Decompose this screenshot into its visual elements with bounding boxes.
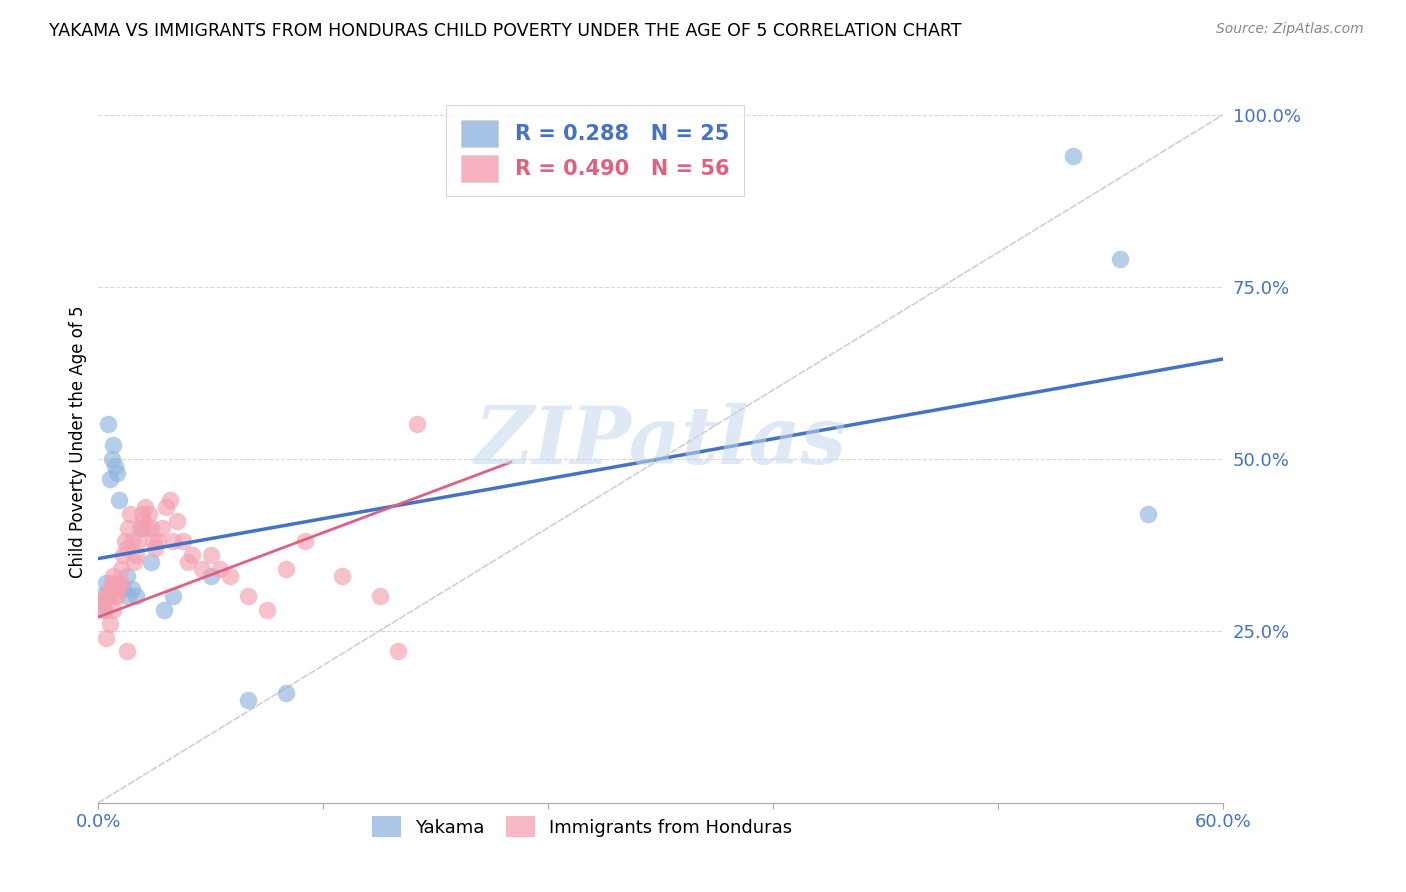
Point: [139, 520, 162, 534]
Point: [128, 520, 150, 534]
Point: [93, 603, 115, 617]
Point: [104, 590, 127, 604]
Point: [120, 507, 142, 521]
Point: [177, 555, 200, 569]
Y-axis label: Child Poverty Under the Age of 5: Child Poverty Under the Age of 5: [69, 305, 87, 578]
Point: [218, 568, 240, 582]
Point: [108, 575, 131, 590]
Point: [238, 692, 260, 706]
Point: [103, 568, 125, 582]
Text: YAKAMA VS IMMIGRANTS FROM HONDURAS CHILD POVERTY UNDER THE AGE OF 5 CORRELATION : YAKAMA VS IMMIGRANTS FROM HONDURAS CHILD…: [49, 22, 962, 40]
Point: [94, 631, 117, 645]
Legend: Yakama, Immigrants from Honduras: Yakama, Immigrants from Honduras: [364, 809, 800, 845]
Point: [98, 472, 121, 486]
Point: [121, 534, 143, 549]
Point: [136, 520, 159, 534]
Point: [155, 500, 177, 514]
Point: [162, 534, 184, 549]
Point: [98, 616, 121, 631]
Point: [125, 590, 148, 604]
Point: [100, 575, 122, 590]
Point: [97, 417, 120, 432]
Point: [98, 582, 121, 597]
Point: [138, 507, 160, 521]
Text: ZIPatlas: ZIPatlas: [475, 403, 846, 480]
Point: [134, 500, 156, 514]
Point: [274, 562, 297, 576]
Point: [108, 493, 131, 508]
Point: [127, 534, 149, 549]
Point: [121, 582, 143, 597]
Point: [125, 548, 148, 562]
Point: [117, 520, 139, 534]
Point: [200, 548, 222, 562]
Point: [131, 507, 153, 521]
Point: [181, 548, 204, 562]
Point: [1062, 149, 1084, 163]
Point: [368, 590, 391, 604]
Point: [111, 582, 134, 597]
Point: [114, 534, 136, 549]
Point: [166, 514, 188, 528]
Point: [238, 590, 260, 604]
Point: [162, 590, 184, 604]
Point: [159, 493, 181, 508]
Point: [105, 466, 128, 480]
Point: [142, 534, 165, 549]
Point: [110, 575, 132, 590]
Point: [387, 644, 409, 658]
Point: [150, 520, 173, 534]
Point: [105, 582, 128, 597]
Point: [100, 451, 122, 466]
Point: [274, 686, 297, 700]
Point: [190, 562, 212, 576]
Point: [139, 555, 162, 569]
Point: [91, 590, 114, 604]
Point: [103, 438, 125, 452]
Point: [172, 534, 194, 549]
Point: [94, 575, 117, 590]
Point: [91, 596, 114, 610]
Point: [115, 644, 138, 658]
Point: [148, 534, 170, 549]
Point: [406, 417, 429, 432]
Point: [104, 458, 127, 473]
Point: [294, 534, 316, 549]
Text: Source: ZipAtlas.com: Source: ZipAtlas.com: [1216, 22, 1364, 37]
Point: [1109, 252, 1132, 267]
Point: [153, 603, 176, 617]
Point: [111, 548, 134, 562]
Point: [132, 514, 155, 528]
Point: [200, 568, 222, 582]
Point: [115, 568, 138, 582]
Point: [122, 555, 145, 569]
Point: [105, 590, 128, 604]
Point: [103, 603, 125, 617]
Point: [143, 541, 166, 556]
Point: [209, 562, 232, 576]
Point: [97, 590, 120, 604]
Point: [256, 603, 278, 617]
Point: [330, 568, 353, 582]
Point: [110, 562, 132, 576]
Point: [131, 520, 153, 534]
Point: [117, 590, 139, 604]
Point: [115, 541, 138, 556]
Point: [93, 603, 115, 617]
Point: [94, 590, 117, 604]
Point: [1137, 507, 1160, 521]
